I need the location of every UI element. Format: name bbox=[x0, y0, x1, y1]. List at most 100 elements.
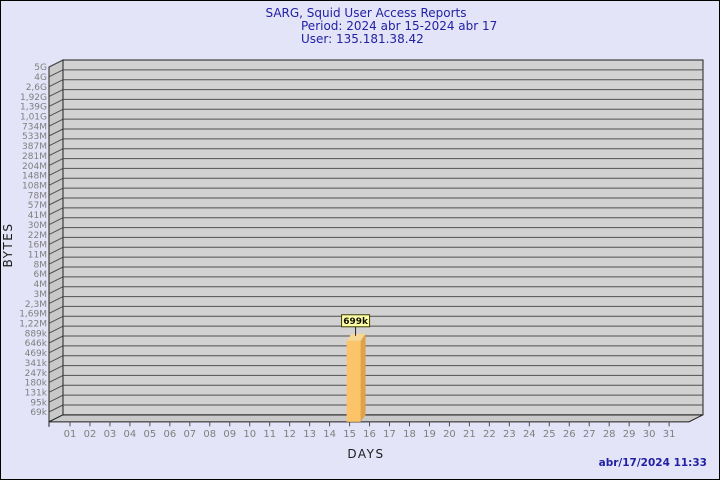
y-tick-label: 341k bbox=[25, 359, 48, 369]
y-axis-title: BYTES bbox=[1, 222, 15, 268]
x-tick-label: 28 bbox=[603, 429, 616, 440]
x-tick-label: 02 bbox=[84, 429, 97, 440]
left-wall-tick-line bbox=[48, 374, 64, 383]
left-wall-tick-line bbox=[48, 79, 64, 88]
y-tick-label: 646k bbox=[25, 339, 48, 349]
y-tick-label: 3M bbox=[34, 290, 48, 300]
data-bar-top-face bbox=[346, 333, 366, 341]
left-wall-tick-line bbox=[48, 325, 64, 334]
x-tick-label: 08 bbox=[203, 429, 216, 440]
left-wall-tick-line bbox=[48, 305, 64, 314]
left-wall-tick-line bbox=[48, 335, 64, 344]
x-tick-label: 23 bbox=[503, 429, 516, 440]
left-wall-tick-line bbox=[48, 59, 64, 68]
x-tick-label: 05 bbox=[144, 429, 157, 440]
chart-title: SARG, Squid User Access Reports bbox=[265, 6, 467, 20]
y-tick-label: 1,69M bbox=[19, 310, 47, 320]
y-tick-label: 16M bbox=[28, 241, 47, 251]
y-tick-label: 469k bbox=[25, 349, 48, 359]
left-wall-tick-line bbox=[48, 197, 64, 206]
y-tick-label: 2,3M bbox=[25, 300, 47, 310]
y-tick-label: 69k bbox=[30, 408, 47, 418]
x-tick-label: 26 bbox=[563, 429, 576, 440]
y-tick-label: 22M bbox=[28, 231, 47, 241]
bar-value-label: 699k bbox=[343, 317, 369, 327]
x-tick-label: 24 bbox=[523, 429, 536, 440]
chart-period: Period: 2024 abr 15-2024 abr 17 bbox=[301, 19, 498, 33]
y-tick-label: 57M bbox=[28, 201, 47, 211]
x-tick-label: 27 bbox=[583, 429, 596, 440]
x-tick-label: 18 bbox=[403, 429, 416, 440]
left-wall-tick-line bbox=[48, 148, 64, 157]
left-wall-tick-line bbox=[48, 315, 64, 324]
y-tick-label: 281M bbox=[22, 152, 47, 162]
y-tick-label: 4G bbox=[34, 73, 47, 83]
x-tick-label: 19 bbox=[423, 429, 436, 440]
y-tick-label: 387M bbox=[22, 142, 47, 152]
y-tick-label: 78M bbox=[28, 191, 47, 201]
y-tick-label: 108M bbox=[22, 181, 47, 191]
x-tick-label: 20 bbox=[443, 429, 456, 440]
left-wall-tick-line bbox=[48, 296, 64, 305]
x-tick-label: 22 bbox=[483, 429, 496, 440]
left-wall-tick-line bbox=[48, 108, 64, 117]
y-tick-label: 131k bbox=[25, 388, 48, 398]
left-wall-tick-line bbox=[48, 276, 64, 285]
left-wall-tick-line bbox=[48, 138, 64, 147]
data-bar-front-face bbox=[346, 340, 361, 422]
x-tick-label: 11 bbox=[263, 429, 276, 440]
y-tick-label: 95k bbox=[30, 398, 47, 408]
left-wall-tick-line bbox=[48, 345, 64, 354]
y-tick-label: 2,6G bbox=[26, 83, 47, 93]
left-wall-tick-line bbox=[48, 187, 64, 196]
left-wall-tick-line bbox=[48, 98, 64, 107]
left-wall-tick-line bbox=[48, 404, 64, 413]
left-wall-tick-line bbox=[48, 217, 64, 226]
y-tick-label: 180k bbox=[25, 379, 48, 389]
x-axis-title: DAYS bbox=[347, 447, 385, 461]
x-tick-label: 16 bbox=[363, 429, 376, 440]
bar-value-box bbox=[341, 314, 371, 328]
y-tick-label: 247k bbox=[25, 369, 48, 379]
y-tick-label: 1,22M bbox=[19, 319, 47, 329]
left-wall-tick-line bbox=[48, 355, 64, 364]
y-tick-label: 4M bbox=[34, 280, 48, 290]
y-tick-label: 1,39G bbox=[20, 103, 47, 113]
y-tick-label: 5G bbox=[34, 63, 47, 73]
x-tick-label: 25 bbox=[543, 429, 556, 440]
chart-user: User: 135.181.38.42 bbox=[301, 32, 424, 46]
y-tick-label: 889k bbox=[25, 329, 48, 339]
x-tick-label: 21 bbox=[463, 429, 476, 440]
left-wall-tick-line bbox=[48, 69, 64, 78]
x-tick-label: 01 bbox=[64, 429, 77, 440]
x-tick-label: 12 bbox=[283, 429, 296, 440]
x-tick-label: 15 bbox=[343, 429, 356, 440]
x-tick-label: 29 bbox=[623, 429, 636, 440]
x-tick-label: 17 bbox=[383, 429, 396, 440]
y-tick-label: 148M bbox=[22, 172, 47, 182]
data-bar-side-face bbox=[360, 333, 366, 422]
x-tick-label: 31 bbox=[663, 429, 676, 440]
y-tick-label: 1,01G bbox=[20, 112, 47, 122]
y-tick-label: 6M bbox=[34, 270, 48, 280]
left-wall-tick-line bbox=[48, 207, 64, 216]
left-wall-tick-line bbox=[48, 236, 64, 245]
left-wall-tick-line bbox=[48, 89, 64, 98]
left-wall-tick-line bbox=[48, 128, 64, 137]
generated-timestamp: abr/17/2024 11:33 bbox=[598, 457, 707, 469]
x-tick-label: 14 bbox=[323, 429, 336, 440]
left-wall-tick-line bbox=[48, 256, 64, 265]
left-wall-tick-line bbox=[48, 384, 64, 393]
y-tick-label: 204M bbox=[22, 162, 47, 172]
y-tick-label: 533M bbox=[22, 132, 47, 142]
left-wall-tick-line bbox=[48, 246, 64, 255]
x-tick-label: 13 bbox=[303, 429, 316, 440]
x-tick-label: 10 bbox=[243, 429, 256, 440]
y-tick-label: 8M bbox=[34, 260, 48, 270]
x-tick-label: 07 bbox=[183, 429, 196, 440]
y-tick-label: 30M bbox=[28, 221, 47, 231]
left-wall-tick-line bbox=[48, 227, 64, 236]
x-tick-label: 30 bbox=[643, 429, 656, 440]
